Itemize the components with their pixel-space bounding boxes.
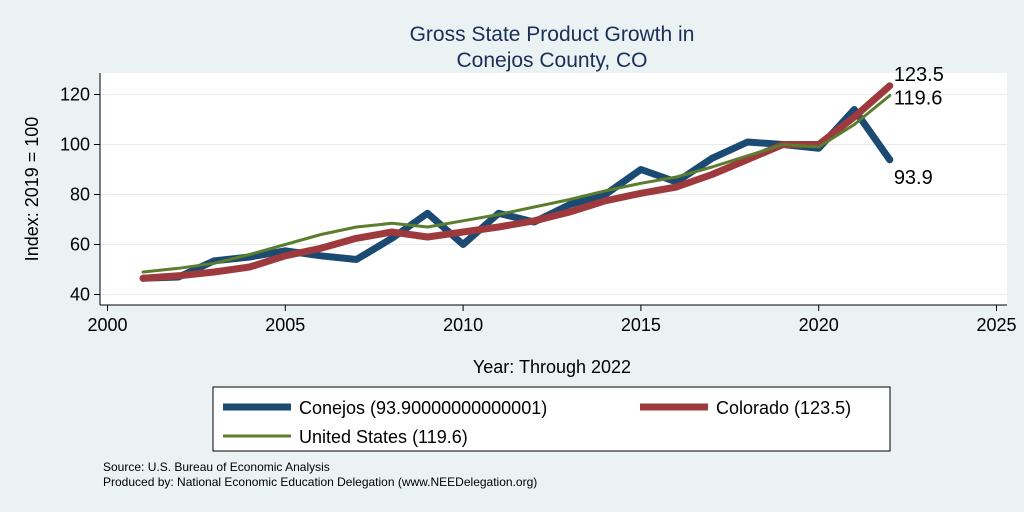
y-axis-label: Index: 2019 = 100: [22, 117, 42, 262]
legend-label-2: United States (119.6): [299, 427, 468, 447]
y-tick-label-80: 80: [70, 185, 90, 205]
x-tick-label-2020: 2020: [799, 315, 839, 335]
axes: 40 60 80 100 120 2000 2005 2010 2015 2020 2025: [60, 73, 1017, 335]
series-line-2: [141, 94, 892, 274]
y-tick-label-120: 120: [60, 85, 90, 105]
y-tick-label-60: 60: [70, 235, 90, 255]
legend-label-1: Colorado (123.5): [716, 398, 851, 418]
grid-lines: [100, 94, 1007, 295]
series-lines: [139, 82, 894, 282]
x-tick-label-2000: 2000: [87, 315, 127, 335]
x-axis-label: Year: Through 2022: [473, 357, 631, 377]
y-tick-label-40: 40: [70, 285, 90, 305]
x-tick-label-2025: 2025: [976, 315, 1016, 335]
legend-label-0: Conejos (93.90000000000001): [299, 398, 547, 418]
series-line-1: [139, 82, 894, 282]
x-tick-label-2010: 2010: [443, 315, 483, 335]
x-tick-label-2005: 2005: [265, 315, 305, 335]
y-tick-label-100: 100: [60, 135, 90, 155]
source-line-2: Produced by: National Economic Education…: [103, 475, 537, 489]
end-label-0: 93.9: [894, 167, 933, 189]
x-tick-label-2015: 2015: [621, 315, 661, 335]
legend: Conejos (93.90000000000001) Colorado (123…: [212, 386, 891, 452]
legend-box: [212, 386, 891, 452]
source-line-1: Source: U.S. Bureau of Economic Analysis: [103, 460, 330, 474]
end-label-2: 119.6: [894, 88, 943, 110]
chart-title-line-1: Gross State Product Growth in: [410, 23, 695, 46]
series-line-0: [139, 106, 894, 282]
end-label-1: 123.5: [894, 64, 944, 86]
chart-title-line-2: Conejos County, CO: [456, 49, 647, 72]
